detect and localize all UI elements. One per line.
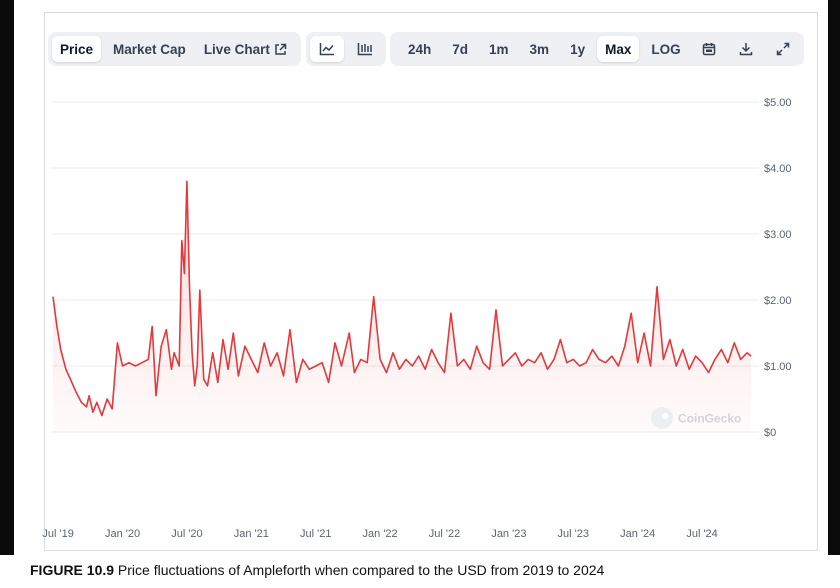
tab-price[interactable]: Price (52, 36, 102, 62)
y-tick-label: $3.00 (764, 229, 792, 241)
download-icon (739, 43, 752, 56)
candlestick-chart-icon (357, 43, 372, 56)
x-tick-label: Jul '22 (429, 528, 460, 540)
coingecko-watermark: CoinGecko (651, 407, 741, 429)
y-axis-labels: $0 $1.00 $2.00 $3.00 $4.00 $5.00 (764, 97, 792, 439)
page-edge-right (828, 0, 840, 555)
x-tick-label: Jul '20 (171, 528, 202, 540)
range-max-button[interactable]: Max (597, 36, 640, 62)
tab-live-chart[interactable]: Live Chart (196, 36, 295, 62)
external-link-icon (275, 43, 287, 55)
range-7d-button[interactable]: 7d (452, 41, 469, 57)
metric-tabs: Price Market Cap Live Chart (48, 32, 301, 66)
page-edge-left (0, 0, 14, 555)
y-tick-label: $0 (764, 427, 776, 439)
y-tick-label: $5.00 (764, 97, 792, 109)
range-1m-button[interactable]: 1m (489, 41, 509, 57)
range-3m-button[interactable]: 3m (529, 41, 550, 57)
x-tick-label: Jul '24 (686, 528, 717, 540)
x-tick-label: Jul '19 (42, 528, 73, 540)
date-picker-button[interactable] (692, 36, 726, 62)
x-tick-label: Jan '20 (105, 528, 140, 540)
coingecko-logo-icon (651, 407, 673, 429)
price-chart: $0 $1.00 $2.00 $3.00 $4.00 $5.00 Jul '19 Jan '… (42, 97, 792, 540)
x-tick-label: Jan '23 (491, 528, 526, 540)
chart-view-toggle (306, 32, 386, 66)
range-1y-button[interactable]: 1y (570, 41, 586, 57)
log-scale-button[interactable]: LOG (651, 41, 681, 57)
calendar-icon (702, 43, 715, 56)
download-button[interactable] (729, 36, 763, 62)
y-tick-label: $4.00 (764, 163, 792, 175)
price-area-fill (53, 181, 751, 432)
x-tick-label: Jan '21 (234, 528, 269, 540)
caption-text: Price fluctuations of Ampleforth when co… (117, 562, 605, 578)
figure-caption: FIGURE 10.9 Price fluctuations of Amplef… (30, 562, 604, 578)
x-tick-label: Jul '23 (558, 528, 589, 540)
watermark-text: CoinGecko (678, 412, 741, 426)
coingecko-logo-eye (662, 413, 668, 419)
live-chart-label: Live Chart (203, 41, 270, 57)
x-tick-label: Jan '24 (620, 528, 655, 540)
expand-icon (776, 42, 789, 56)
tab-market-cap[interactable]: Market Cap (113, 41, 186, 57)
line-chart-icon (319, 43, 334, 56)
range-24h-button[interactable]: 24h (408, 41, 432, 57)
y-tick-label: $1.00 (764, 361, 792, 373)
fullscreen-button[interactable] (766, 36, 800, 62)
price-line (52, 180, 752, 417)
candlestick-view-button[interactable] (348, 36, 382, 62)
x-tick-label: Jan '22 (363, 528, 398, 540)
line-chart-view-button[interactable] (310, 36, 344, 62)
x-axis-labels: Jul '19 Jan '20 Jul '20 Jan '21 Jul '21 Jan '… (42, 528, 717, 540)
caption-label: FIGURE 10.9 (30, 562, 115, 578)
range-controls: 24h 7d 1m 3m 1y Max LOG (390, 32, 804, 66)
x-tick-label: Jul '21 (300, 528, 331, 540)
y-tick-label: $2.00 (764, 295, 792, 307)
chart-card: Price Market Cap Live Chart (14, 0, 828, 555)
